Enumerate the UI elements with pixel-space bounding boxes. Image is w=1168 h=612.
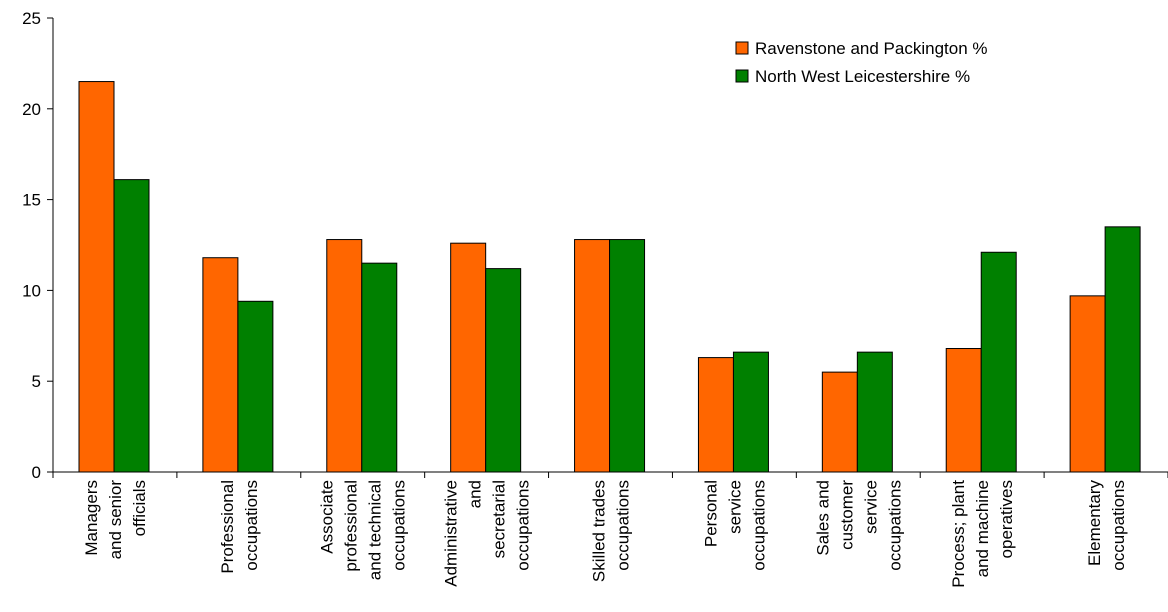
x-category-label: customer [837, 480, 856, 550]
x-category-label: Process; plant [949, 480, 968, 588]
x-category-label: occupations [885, 480, 904, 571]
x-category-label: service [861, 480, 880, 534]
category-labels: Managers and senior officials Professional o… [82, 480, 1128, 588]
x-category-label: occupations [514, 480, 533, 571]
bar-series-2-category-1 [113, 179, 150, 473]
bar-series-2-category-8 [980, 251, 1017, 473]
bar-series-2-category-3 [361, 262, 398, 473]
x-category-label: Associate [318, 480, 337, 554]
bars-group [78, 81, 1141, 473]
x-category-label: service [725, 480, 744, 534]
legend-swatch [735, 41, 749, 55]
legend-label: Ravenstone and Packington % [755, 39, 988, 58]
x-axis [52, 471, 1168, 478]
x-category-label: occupations [749, 480, 768, 571]
y-tick-label: 15 [22, 191, 41, 210]
legend: Ravenstone and Packington % North West Le… [735, 39, 988, 86]
x-category-label: Personal [701, 480, 720, 547]
bar-series-1-category-8 [945, 348, 982, 473]
bar-series-2-category-4 [485, 268, 522, 473]
x-category-label: and senior [106, 480, 125, 560]
y-axis: 0 5 10 15 20 25 [22, 9, 54, 482]
x-category-label: occupations [1109, 480, 1128, 571]
bar-series-2-category-6 [732, 351, 769, 473]
bar-series-2-category-2 [237, 300, 274, 473]
bar-series-1-category-4 [450, 242, 487, 473]
x-category-label: Managers [82, 480, 101, 556]
bar-series-1-category-3 [326, 239, 363, 473]
x-category-label: Professional [218, 480, 237, 574]
bar-series-2-category-7 [856, 351, 893, 473]
x-category-label: and machine [973, 480, 992, 577]
y-tick-label: 5 [32, 372, 41, 391]
bar-series-1-category-5 [574, 239, 611, 473]
x-category-label: operatives [997, 480, 1016, 558]
x-category-label: secretarial [490, 480, 509, 558]
bar-series-1-category-7 [821, 371, 858, 473]
y-tick-label: 20 [22, 100, 41, 119]
bar-series-1-category-9 [1069, 295, 1106, 473]
bar-series-2-category-9 [1104, 226, 1141, 473]
bar-series-1-category-1 [78, 81, 115, 473]
legend-label: North West Leicestershire % [755, 67, 970, 86]
x-category-label: occupations [390, 480, 409, 571]
x-category-label: officials [130, 480, 149, 536]
bar-series-1-category-2 [202, 257, 239, 473]
x-category-label: and technical [366, 480, 385, 580]
x-category-label: occupations [242, 480, 261, 571]
y-tick-label: 10 [22, 281, 41, 300]
x-category-label: Administrative [442, 480, 461, 587]
legend-swatch [735, 69, 749, 83]
bar-series-1-category-6 [697, 357, 734, 473]
y-tick-label: 25 [22, 9, 41, 28]
x-category-label: Sales and [813, 480, 832, 556]
y-tick-label: 0 [32, 463, 41, 482]
bar-series-2-category-5 [609, 239, 646, 473]
x-category-label: occupations [614, 480, 633, 571]
x-category-label: professional [342, 480, 361, 572]
x-category-label: Skilled trades [590, 480, 609, 582]
x-category-label: Elementary [1085, 480, 1104, 566]
x-category-label: and [466, 480, 485, 508]
